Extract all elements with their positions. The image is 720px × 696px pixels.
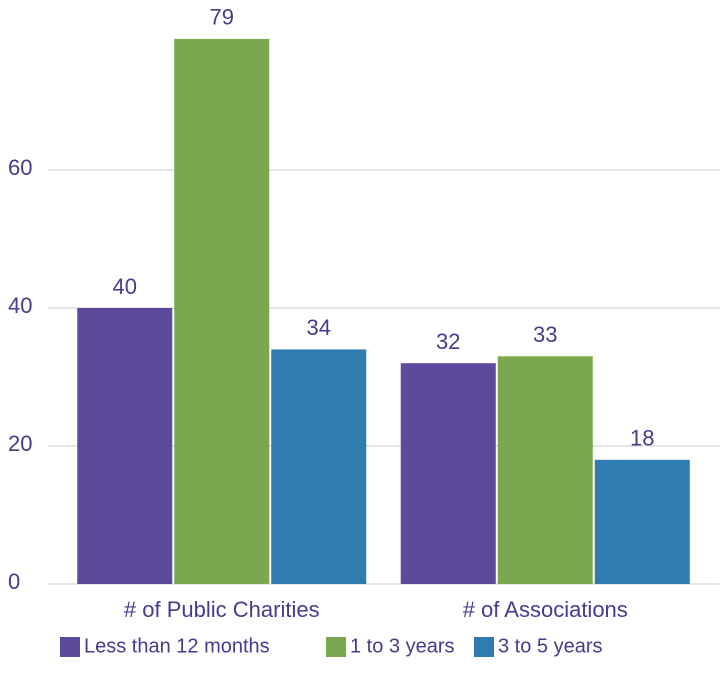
data-label: 18 [630,426,654,451]
y-tick-label: 40 [8,293,32,318]
data-label: 79 [210,5,234,30]
legend-label: 1 to 3 years [350,635,455,657]
bar [174,38,270,584]
bar [594,459,690,584]
data-label: 34 [307,315,331,340]
legend-label: Less than 12 months [84,635,270,657]
legend-label: 3 to 5 years [498,635,603,657]
data-label: 40 [113,274,137,299]
bar [271,349,367,584]
data-label: 32 [436,329,460,354]
y-tick-label: 0 [8,569,20,594]
bar [497,356,593,584]
legend-swatch [326,637,346,657]
x-tick-label: # of Associations [463,597,628,622]
legend-swatch [474,637,494,657]
bar [77,308,173,584]
bar [400,363,496,584]
y-tick-label: 60 [8,155,32,180]
y-tick-label: 20 [8,431,32,456]
x-tick-label: # of Public Charities [124,597,320,622]
data-label: 33 [533,322,557,347]
legend-swatch [60,637,80,657]
